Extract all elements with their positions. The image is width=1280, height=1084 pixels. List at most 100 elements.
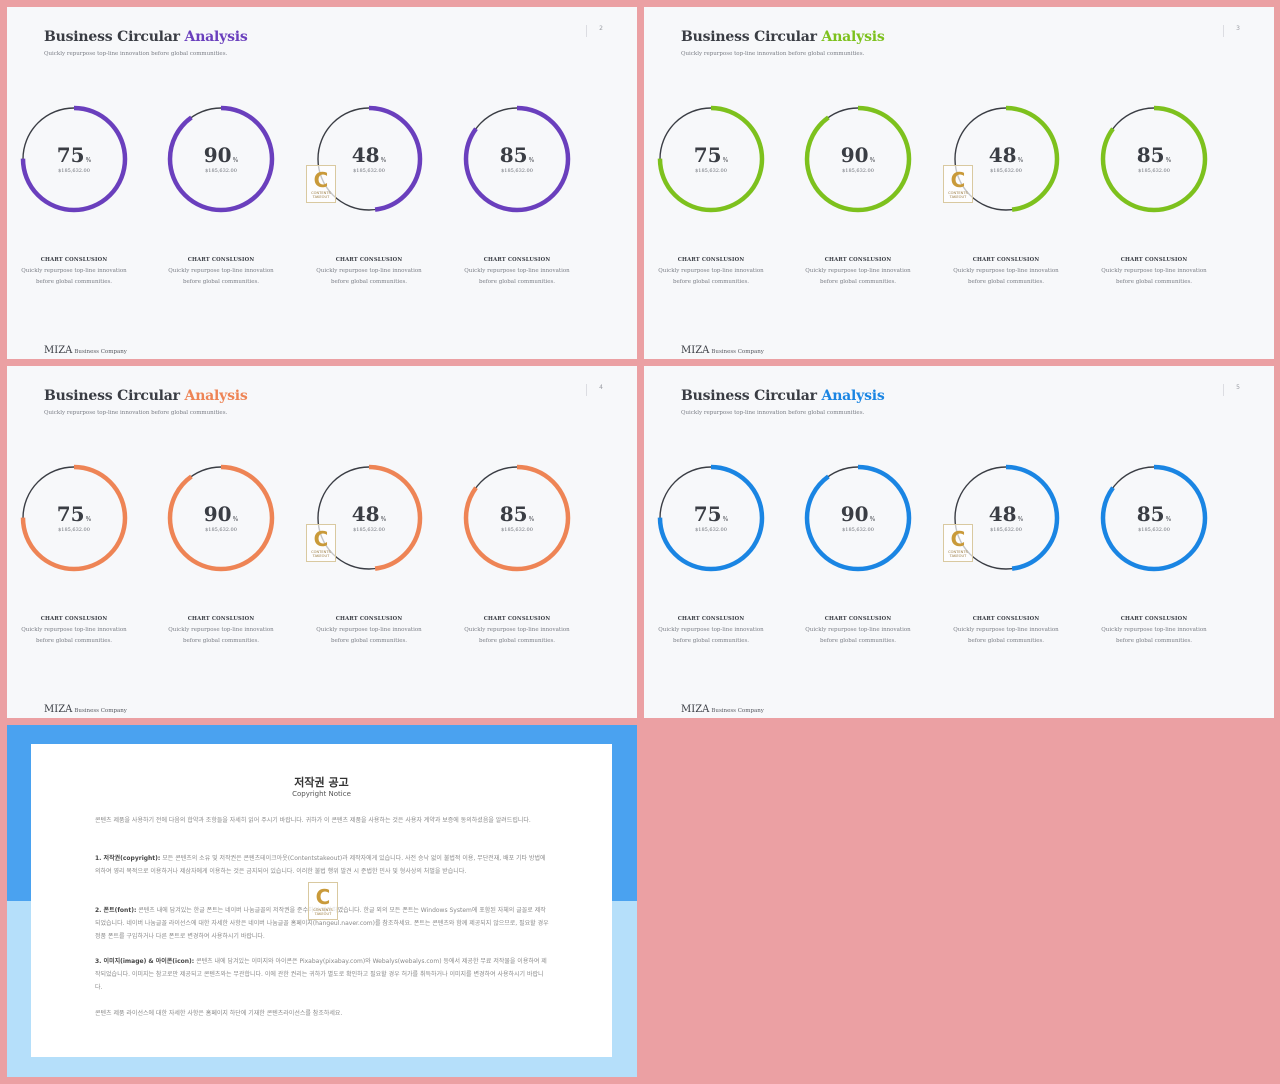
footer-company: Business Company <box>74 708 127 714</box>
percent-sign: % <box>1165 157 1172 164</box>
caption-line-1: Quickly repurpose top-line innovation <box>316 268 422 274</box>
caption-line-1: Quickly repurpose top-line innovation <box>805 627 911 633</box>
caption-line-2: before global communities. <box>35 638 113 644</box>
donut-amount: $185,632.00 <box>990 527 1022 533</box>
donut-arc-85 <box>1100 464 1208 572</box>
donut-value-number: 48 <box>988 143 1017 167</box>
donut-amount: $185,632.00 <box>58 168 90 174</box>
donut-amount: $185,632.00 <box>205 527 237 533</box>
donut-value: 75% <box>44 145 104 171</box>
footer-brand: MIZA <box>44 345 73 356</box>
percent-sign: % <box>380 516 387 523</box>
copyright-panel: 저작권 공고 Copyright Notice 콘텐츠 제품을 사용하기 전에 … <box>7 725 637 1077</box>
donut-amount: $185,632.00 <box>58 527 90 533</box>
percent-sign: % <box>380 157 387 164</box>
donut-value-number: 85 <box>1136 143 1165 167</box>
caption-line-2: before global communities. <box>967 638 1045 644</box>
watermark-text: CONTENTS TAKEOUT <box>307 191 335 199</box>
slide-title: Business Circular Analysis <box>44 29 248 45</box>
donut-arc-90 <box>167 105 275 213</box>
watermark-text-line1: CONTENTS <box>311 550 331 554</box>
caption-line-1: Quickly repurpose top-line innovation <box>1101 627 1207 633</box>
copyright-section-3-head: 3. 이미지(image) & 아이콘(icon): <box>95 958 195 965</box>
donut-arc-48 <box>315 105 423 213</box>
donut-amount: $185,632.00 <box>842 168 874 174</box>
donut-value: 90% <box>191 504 251 530</box>
slide-title: Business Circular Analysis <box>681 388 885 404</box>
copyright-section-1-body: 모든 콘텐츠의 소유 및 저작권은 콘텐츠테이크아웃(Contentstakeo… <box>95 855 546 875</box>
caption-title: CHART CONSLUSION <box>335 257 403 263</box>
donut-value-number: 48 <box>351 143 380 167</box>
donut-arc-75 <box>657 105 765 213</box>
caption-text: Quickly repurpose top-line innovation bef… <box>457 625 577 647</box>
caption-line-1: Quickly repurpose top-line innovation <box>805 268 911 274</box>
caption-text: Quickly repurpose top-line innovation bef… <box>161 625 281 647</box>
caption-title: CHART CONSLUSION <box>1120 616 1188 622</box>
caption-title: CHART CONSLUSION <box>824 616 892 622</box>
caption-text: Quickly repurpose top-line innovation bef… <box>14 625 134 647</box>
caption-title: CHART CONSLUSION <box>187 257 255 263</box>
percent-sign: % <box>85 157 92 164</box>
caption-line-2: before global communities. <box>330 638 408 644</box>
donut-value: 85% <box>1124 145 1184 171</box>
watermark-text: CONTENTS TAKEOUT <box>944 191 972 199</box>
donut-value-number: 90 <box>203 143 232 167</box>
caption-title: CHART CONSLUSION <box>483 257 551 263</box>
percent-sign: % <box>869 157 876 164</box>
donut-value: 75% <box>44 504 104 530</box>
caption-line-2: before global communities. <box>330 279 408 285</box>
donut-value-number: 75 <box>693 502 722 526</box>
caption-text: Quickly repurpose top-line innovation bef… <box>946 266 1066 288</box>
percent-sign: % <box>1165 516 1172 523</box>
watermark-letter: C <box>315 885 331 909</box>
caption-line-1: Quickly repurpose top-line innovation <box>658 627 764 633</box>
donut-amount: $185,632.00 <box>501 527 533 533</box>
donut-value-number: 85 <box>499 502 528 526</box>
donut-value-number: 85 <box>1136 502 1165 526</box>
slide-title-main: Business Circular <box>681 388 817 404</box>
copyright-section-3-body: 콘텐츠 내에 담겨있는 이미지와 아이콘은 Pixabay(pixabay.co… <box>95 958 547 991</box>
donut-charts <box>20 464 571 572</box>
watermark-text: CONTENTS TAKEOUT <box>307 550 335 558</box>
caption-line-1: Quickly repurpose top-line innovation <box>658 268 764 274</box>
copyright-outro: 콘텐츠 제품 라이선스에 대한 자세한 사항은 홈페이지 하단에 기재한 콘텐츠… <box>95 1010 343 1017</box>
footer-company: Business Company <box>711 349 764 355</box>
caption-line-2: before global communities. <box>672 279 750 285</box>
donut-value-number: 75 <box>56 143 85 167</box>
copyright-intro: 콘텐츠 제품을 사용하기 전에 다음의 합약과 조항들을 자세히 읽어 주시기 … <box>95 817 531 824</box>
caption-line-1: Quickly repurpose top-line innovation <box>953 627 1059 633</box>
watermark-letter: C <box>313 168 329 192</box>
watermark-text-line2: TAKEOUT <box>312 554 330 558</box>
slide-2: Business Circular Analysis Quickly repurp… <box>7 7 637 359</box>
copyright-subtitle: Copyright Notice <box>292 790 351 798</box>
caption-text: Quickly repurpose top-line innovation bef… <box>651 625 771 647</box>
donut-arc-90 <box>167 464 275 572</box>
caption-line-1: Quickly repurpose top-line innovation <box>21 268 127 274</box>
donut-amount: $185,632.00 <box>353 168 385 174</box>
percent-sign: % <box>528 157 535 164</box>
caption-text: Quickly repurpose top-line innovation bef… <box>309 625 429 647</box>
caption-title: CHART CONSLUSION <box>677 257 745 263</box>
footer-company: Business Company <box>74 349 127 355</box>
caption-line-2: before global communities. <box>478 279 556 285</box>
caption-line-2: before global communities. <box>672 638 750 644</box>
donut-value: 90% <box>828 145 888 171</box>
donut-value: 90% <box>828 504 888 530</box>
footer-brand: MIZA <box>681 345 710 356</box>
watermark-logo: C CONTENTS TAKEOUT <box>308 882 338 920</box>
copyright-section-2-head: 2. 폰트(font): <box>95 907 137 914</box>
watermark-text: CONTENTS TAKEOUT <box>309 908 337 916</box>
caption-line-2: before global communities. <box>35 279 113 285</box>
donut-value: 48% <box>339 145 399 171</box>
donut-arc-85 <box>1100 105 1208 213</box>
caption-line-2: before global communities. <box>182 279 260 285</box>
donut-value-number: 48 <box>351 502 380 526</box>
copyright-section-2: 2. 폰트(font): 콘텐츠 내에 담겨있는 한글 폰트는 네이버 나눔글꼴… <box>95 904 550 943</box>
donut-amount: $185,632.00 <box>695 168 727 174</box>
donut-amount: $185,632.00 <box>990 168 1022 174</box>
donut-value-number: 75 <box>56 502 85 526</box>
donut-value-number: 48 <box>988 502 1017 526</box>
page-number: 4 <box>586 384 603 396</box>
percent-sign: % <box>869 516 876 523</box>
caption-line-1: Quickly repurpose top-line innovation <box>953 268 1059 274</box>
